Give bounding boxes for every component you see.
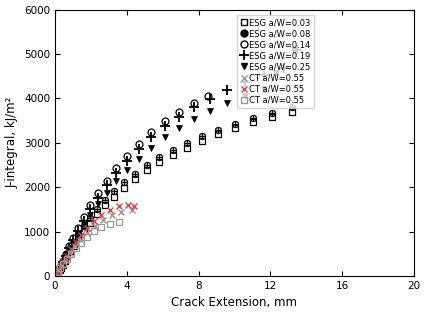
X-axis label: Crack Extension, mm: Crack Extension, mm [172,296,297,309]
Legend: ESG a/W=0.03, ESG a/W=0.08, ESG a/W=0.14, ESG a/W=0.19, ESG a/W=0.25, CT a/W=0.5: ESG a/W=0.03, ESG a/W=0.08, ESG a/W=0.14… [237,15,314,108]
Y-axis label: J-integral, kJ/m²: J-integral, kJ/m² [6,97,19,188]
